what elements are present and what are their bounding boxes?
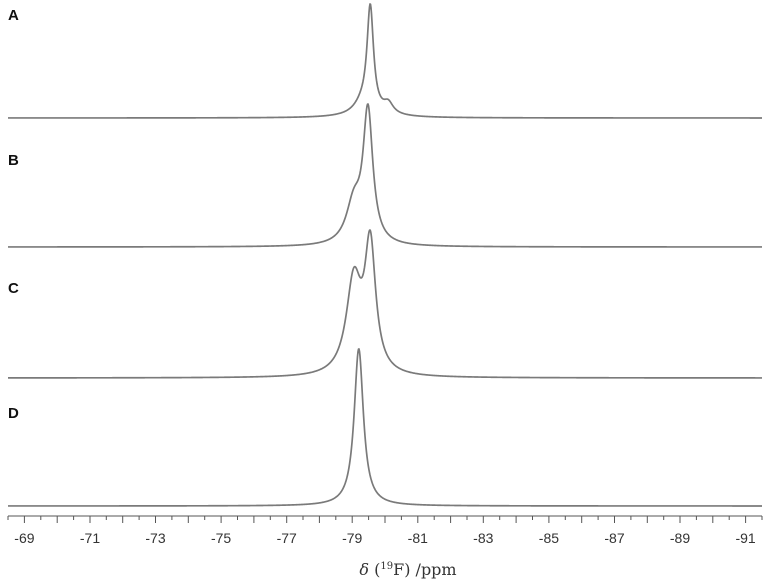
x-tick-label: -71 [80, 530, 100, 546]
x-tick-label: -91 [735, 530, 755, 546]
x-tick-label: -79 [342, 530, 362, 546]
x-axis-title-element: F [393, 560, 404, 579]
x-tick-label: -73 [145, 530, 165, 546]
panel-label-d: D [8, 405, 19, 422]
spectrum-trace-c [7, 229, 763, 379]
x-axis-tick-labels: -69 -71 -73 -75 -77 -79 -81 -83 -85 -87 -89 -91 [14, 530, 756, 546]
spectrum-trace-a [7, 3, 763, 119]
x-tick-label: -81 [408, 530, 428, 546]
x-tick-label: -85 [539, 530, 559, 546]
spectrum-trace-d [7, 348, 763, 507]
panel-label-b: B [8, 152, 19, 169]
x-tick-label: -83 [473, 530, 493, 546]
x-tick-label: -89 [670, 530, 690, 546]
spectrum-trace-b [7, 103, 763, 248]
x-axis-ticks [7, 516, 763, 523]
panel-label-a: A [8, 7, 19, 24]
panel-labels: A B C D [8, 7, 19, 422]
x-tick-label: -87 [604, 530, 624, 546]
x-axis-title: δ (19F) /ppm [359, 560, 456, 579]
x-axis-title-unit: /ppm [416, 560, 457, 579]
x-tick-label: -69 [14, 530, 34, 546]
x-tick-label: -77 [277, 530, 297, 546]
x-axis-title-symbol: δ [359, 560, 369, 579]
spectra-traces [7, 3, 763, 507]
x-axis-title-isotope: 19 [380, 561, 393, 572]
x-tick-label: -75 [211, 530, 231, 546]
panel-label-c: C [8, 280, 19, 297]
